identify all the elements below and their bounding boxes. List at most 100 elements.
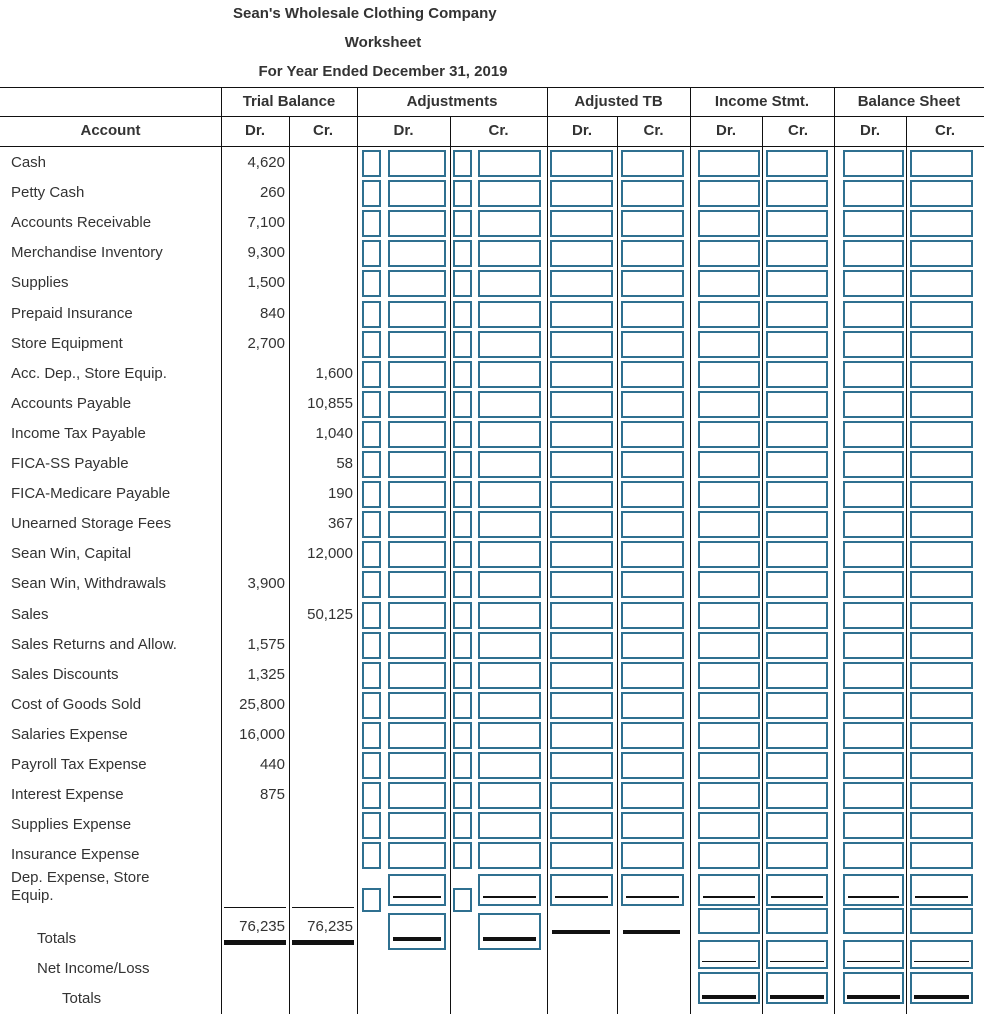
input-box[interactable] [550, 631, 613, 659]
input-box[interactable] [698, 601, 760, 629]
input-box[interactable] [843, 661, 904, 689]
input-box[interactable] [910, 721, 973, 749]
input-box[interactable] [766, 210, 828, 238]
input-box[interactable] [362, 270, 381, 298]
input-box[interactable] [478, 782, 541, 810]
input-box[interactable] [698, 571, 760, 599]
input-box[interactable] [766, 908, 828, 934]
input-box[interactable] [621, 721, 684, 749]
input-box[interactable] [388, 874, 446, 906]
input-box[interactable] [766, 601, 828, 629]
input-box[interactable] [362, 180, 381, 208]
input-box[interactable] [478, 210, 541, 238]
input-box[interactable] [550, 300, 613, 328]
input-box[interactable] [362, 631, 381, 659]
input-box[interactable] [621, 360, 684, 388]
input-box[interactable] [621, 541, 684, 569]
input-box[interactable] [478, 330, 541, 358]
input-box[interactable] [621, 210, 684, 238]
input-box[interactable] [698, 782, 760, 810]
input-box[interactable] [362, 752, 381, 779]
input-box[interactable] [453, 420, 472, 448]
input-box[interactable] [478, 390, 541, 418]
input-box[interactable] [843, 691, 904, 719]
input-box[interactable] [388, 571, 446, 599]
input-box[interactable] [910, 270, 973, 298]
input-box[interactable] [910, 240, 973, 268]
input-box[interactable] [388, 541, 446, 569]
input-box[interactable] [388, 360, 446, 388]
input-box[interactable] [766, 330, 828, 358]
input-box[interactable] [362, 150, 381, 177]
input-box[interactable] [621, 812, 684, 840]
input-box[interactable] [910, 571, 973, 599]
input-box[interactable] [453, 752, 472, 779]
input-box[interactable] [698, 972, 760, 1004]
input-box[interactable] [698, 270, 760, 298]
input-box[interactable] [388, 752, 446, 779]
input-box[interactable] [843, 150, 904, 177]
input-box[interactable] [843, 782, 904, 810]
input-box[interactable] [910, 812, 973, 840]
input-box[interactable] [766, 842, 828, 870]
input-box[interactable] [698, 842, 760, 870]
input-box[interactable] [478, 420, 541, 448]
input-box[interactable] [698, 420, 760, 448]
input-box[interactable] [550, 812, 613, 840]
input-box[interactable] [388, 812, 446, 840]
input-box[interactable] [698, 908, 760, 934]
input-box[interactable] [766, 721, 828, 749]
input-box[interactable] [550, 360, 613, 388]
input-box[interactable] [910, 972, 973, 1004]
input-box[interactable] [550, 661, 613, 689]
input-box[interactable] [910, 420, 973, 448]
input-box[interactable] [621, 691, 684, 719]
input-box[interactable] [843, 360, 904, 388]
input-box[interactable] [362, 330, 381, 358]
input-box[interactable] [843, 842, 904, 870]
input-box[interactable] [766, 300, 828, 328]
input-box[interactable] [766, 631, 828, 659]
input-box[interactable] [550, 481, 613, 509]
input-box[interactable] [621, 601, 684, 629]
input-box[interactable] [362, 240, 381, 268]
input-box[interactable] [478, 511, 541, 539]
input-box[interactable] [910, 541, 973, 569]
input-box[interactable] [478, 481, 541, 509]
input-box[interactable] [478, 180, 541, 208]
input-box[interactable] [362, 601, 381, 629]
input-box[interactable] [698, 390, 760, 418]
input-box[interactable] [843, 972, 904, 1004]
input-box[interactable] [910, 874, 973, 906]
input-box[interactable] [478, 571, 541, 599]
input-box[interactable] [550, 601, 613, 629]
input-box[interactable] [621, 420, 684, 448]
input-box[interactable] [843, 270, 904, 298]
input-box[interactable] [766, 390, 828, 418]
input-box[interactable] [843, 180, 904, 208]
input-box[interactable] [621, 661, 684, 689]
input-box[interactable] [478, 270, 541, 298]
input-box[interactable] [843, 420, 904, 448]
input-box[interactable] [621, 782, 684, 810]
input-box[interactable] [453, 451, 472, 478]
input-box[interactable] [910, 940, 973, 969]
input-box[interactable] [621, 270, 684, 298]
input-box[interactable] [843, 571, 904, 599]
input-box[interactable] [843, 511, 904, 539]
input-box[interactable] [388, 721, 446, 749]
input-box[interactable] [388, 511, 446, 539]
input-box[interactable] [388, 300, 446, 328]
input-box[interactable] [621, 390, 684, 418]
input-box[interactable] [698, 481, 760, 509]
input-box[interactable] [843, 481, 904, 509]
input-box[interactable] [453, 210, 472, 238]
input-box[interactable] [698, 300, 760, 328]
input-box[interactable] [453, 360, 472, 388]
input-box[interactable] [766, 972, 828, 1004]
input-box[interactable] [362, 691, 381, 719]
input-box[interactable] [698, 240, 760, 268]
input-box[interactable] [478, 541, 541, 569]
input-box[interactable] [478, 150, 541, 177]
input-box[interactable] [550, 210, 613, 238]
